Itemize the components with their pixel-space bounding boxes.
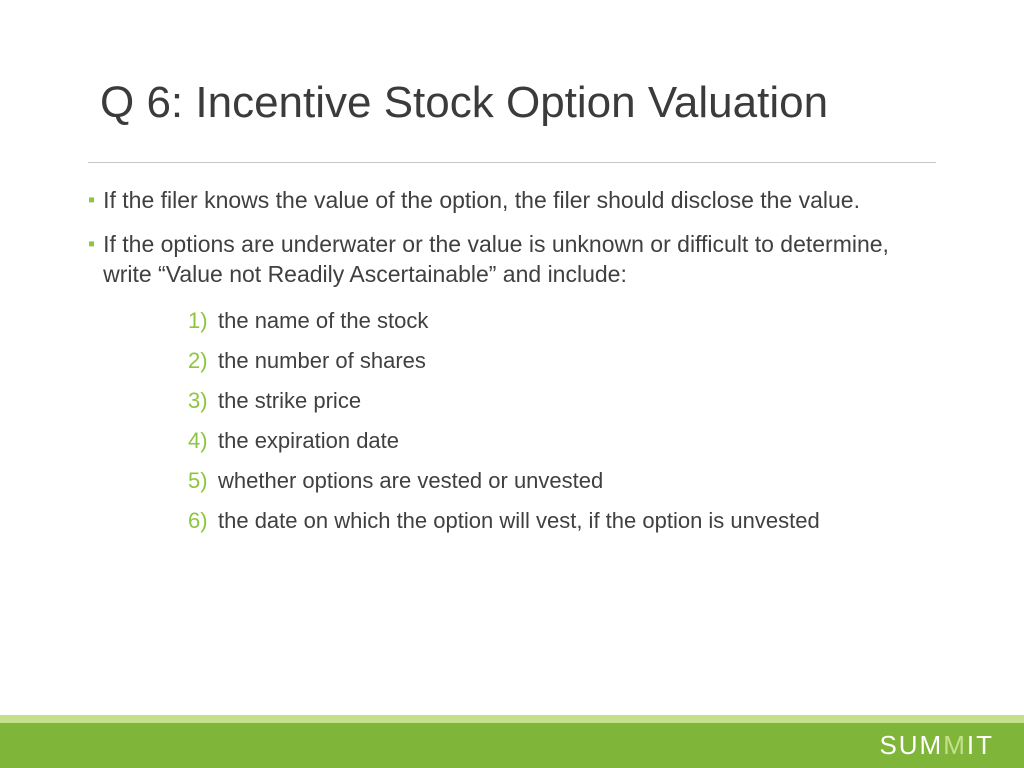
list-item: 4) the expiration date: [188, 427, 936, 455]
list-number: 2): [188, 347, 218, 375]
list-text: the strike price: [218, 387, 361, 415]
logo-part-right: IT: [967, 730, 994, 760]
bullet-item: ▪ If the options are underwater or the v…: [88, 229, 936, 289]
footer-accent-strip: [0, 715, 1024, 723]
list-number: 1): [188, 307, 218, 335]
logo-part-mid: M: [943, 730, 967, 760]
slide: Q 6: Incentive Stock Option Valuation ▪ …: [0, 0, 1024, 768]
list-item: 2) the number of shares: [188, 347, 936, 375]
list-text: the date on which the option will vest, …: [218, 507, 820, 535]
bullet-text: If the filer knows the value of the opti…: [103, 185, 860, 215]
list-number: 5): [188, 467, 218, 495]
list-text: whether options are vested or unvested: [218, 467, 603, 495]
list-item: 3) the strike price: [188, 387, 936, 415]
list-item: 1) the name of the stock: [188, 307, 936, 335]
summit-logo: SUMMIT: [879, 730, 994, 761]
footer: SUMMIT: [0, 715, 1024, 768]
bullet-icon: ▪: [88, 229, 95, 259]
bullet-text: If the options are underwater or the val…: [103, 229, 936, 289]
list-text: the expiration date: [218, 427, 399, 455]
logo-part-left: SUM: [879, 730, 943, 760]
list-item: 6) the date on which the option will ves…: [188, 507, 936, 535]
bullet-icon: ▪: [88, 185, 95, 215]
bullet-item: ▪ If the filer knows the value of the op…: [88, 185, 936, 215]
slide-title: Q 6: Incentive Stock Option Valuation: [0, 0, 1024, 128]
numbered-list: 1) the name of the stock 2) the number o…: [88, 303, 936, 535]
list-number: 6): [188, 507, 218, 535]
list-number: 4): [188, 427, 218, 455]
list-text: the number of shares: [218, 347, 426, 375]
list-number: 3): [188, 387, 218, 415]
footer-bar: SUMMIT: [0, 723, 1024, 768]
list-text: the name of the stock: [218, 307, 428, 335]
list-item: 5) whether options are vested or unveste…: [188, 467, 936, 495]
content-area: ▪ If the filer knows the value of the op…: [0, 163, 1024, 535]
